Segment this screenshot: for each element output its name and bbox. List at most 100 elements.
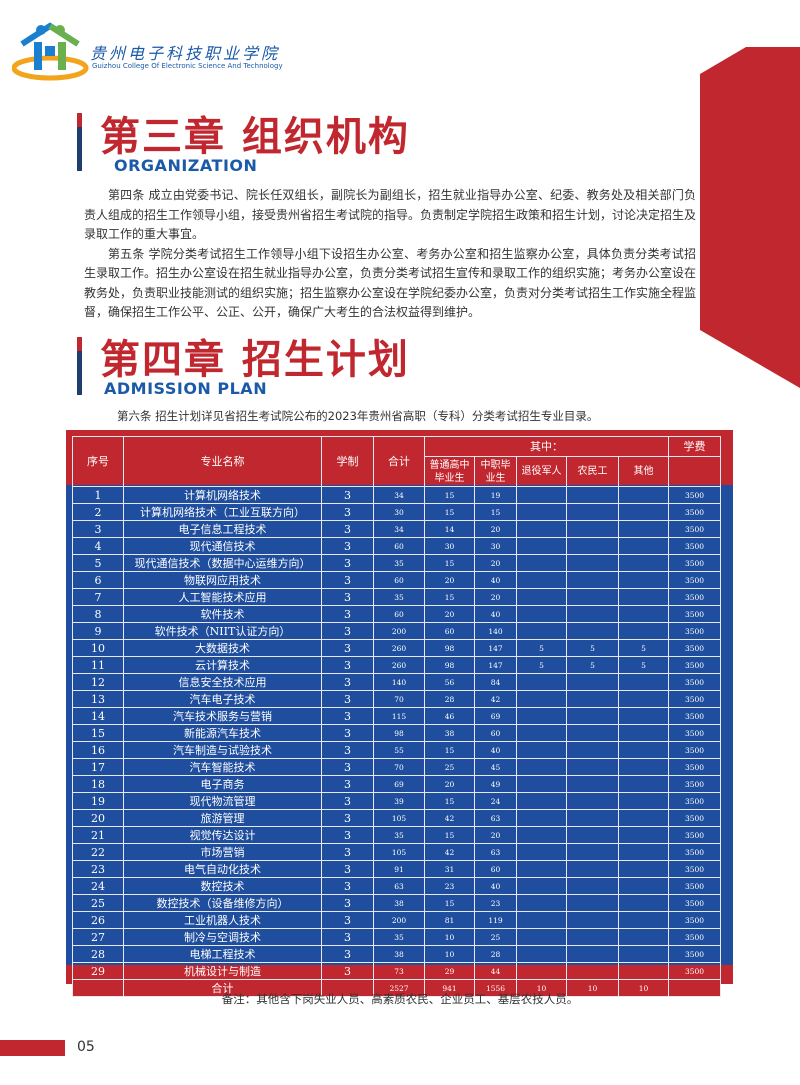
cell-years: 3 — [321, 860, 374, 878]
cell-major: 数控技术（设备维修方向） — [123, 894, 322, 912]
cell-tuition: 3500 — [668, 486, 722, 504]
cell-highschool: 23 — [424, 877, 475, 895]
table-row: 20 旅游管理 3 105 42 63 3500 — [72, 809, 722, 827]
cell-total: 200 — [373, 911, 425, 929]
cell-years: 3 — [321, 622, 374, 640]
cell-major: 汽车电子技术 — [123, 690, 322, 708]
cell-migrant — [566, 826, 619, 844]
cell-veteran — [516, 741, 567, 759]
cell-no: 15 — [72, 724, 124, 742]
table-row: 15 新能源汽车技术 3 98 38 60 3500 — [72, 724, 722, 742]
header-highschool: 普通高中毕业生 — [424, 456, 475, 487]
table-row: 1 计算机网络技术 3 34 15 19 3500 — [72, 486, 722, 504]
cell-years: 3 — [321, 639, 374, 657]
cell-no: 21 — [72, 826, 124, 844]
cell-tuition: 3500 — [668, 792, 722, 810]
cell-no: 10 — [72, 639, 124, 657]
table-row: 4 现代通信技术 3 60 30 30 3500 — [72, 537, 722, 555]
cell-migrant — [566, 673, 619, 691]
cell-migrant — [566, 945, 619, 963]
cell-total: 2527 — [373, 979, 425, 997]
header-years: 学制 — [321, 436, 374, 487]
cell-veteran — [516, 809, 567, 827]
header-among: 其中： — [423, 436, 670, 457]
cell-total: 260 — [373, 656, 425, 674]
table-row: 5 现代通信技术（数据中心运维方向） 3 35 15 20 3500 — [72, 554, 722, 572]
cell-major: 现代物流管理 — [123, 792, 322, 810]
cell-other: 10 — [617, 979, 670, 997]
cell-no: 5 — [72, 554, 124, 572]
cell-no: 17 — [72, 758, 124, 776]
cell-tuition: 3500 — [668, 860, 722, 878]
cell-tuition: 3500 — [668, 588, 722, 606]
cell-years: 3 — [321, 673, 374, 691]
cell-tuition: 3500 — [668, 605, 722, 623]
cell-total: 35 — [373, 554, 425, 572]
cell-total: 260 — [373, 639, 425, 657]
cell-years: 3 — [321, 537, 374, 555]
cell-years: 3 — [321, 877, 374, 895]
cell-no: 22 — [72, 843, 124, 861]
cell-major: 人工智能技术应用 — [123, 588, 322, 606]
cell-veteran: 10 — [516, 979, 567, 997]
cell-other — [617, 894, 670, 912]
cell-highschool: 15 — [424, 741, 475, 759]
cell-migrant: 5 — [566, 656, 619, 674]
cell-vocational: 45 — [474, 758, 517, 776]
cell-vocational: 140 — [474, 622, 517, 640]
logo-chinese-name: 贵州电子科技职业学院 — [90, 44, 281, 63]
cell-major: 现代通信技术（数据中心运维方向） — [123, 554, 322, 572]
cell-migrant — [566, 537, 619, 555]
cell-major: 制冷与空调技术 — [123, 928, 322, 946]
cell-veteran — [516, 537, 567, 555]
cell-other — [617, 605, 670, 623]
cell-other — [617, 928, 670, 946]
cell-tuition: 3500 — [668, 843, 722, 861]
header-total: 合计 — [373, 436, 425, 487]
cell-vocational: 60 — [474, 724, 517, 742]
cell-veteran — [516, 945, 567, 963]
cell-highschool: 15 — [424, 486, 475, 504]
cell-other — [617, 503, 670, 521]
table-row: 2 计算机网络技术（工业互联方向） 3 30 15 15 3500 — [72, 503, 722, 521]
cell-years: 3 — [321, 520, 374, 538]
cell-total: 38 — [373, 945, 425, 963]
cell-other — [617, 860, 670, 878]
article-5: 第五条 学院分类考试招生工作领导小组下设招生办公室、考务办公室和招生监察办公室，… — [84, 246, 697, 320]
cell-other — [617, 690, 670, 708]
cell-vocational: 69 — [474, 707, 517, 725]
page-number-bar — [0, 1040, 65, 1056]
table-row: 29 机械设计与制造 3 73 29 44 3500 — [72, 962, 722, 980]
cell-vocational: 40 — [474, 605, 517, 623]
cell-years: 3 — [321, 503, 374, 521]
cell-highschool: 14 — [424, 520, 475, 538]
red-corner-shape — [700, 47, 800, 388]
cell-tuition: 3500 — [668, 928, 722, 946]
cell-vocational: 20 — [474, 520, 517, 538]
chapter4-title: 第四章 招生计划 — [100, 337, 410, 383]
cell-vocational: 30 — [474, 537, 517, 555]
cell-veteran — [516, 792, 567, 810]
cell-highschool: 60 — [424, 622, 475, 640]
cell-tuition: 3500 — [668, 724, 722, 742]
cell-migrant — [566, 724, 619, 742]
cell-major: 计算机网络技术 — [123, 486, 322, 504]
cell-tuition: 3500 — [668, 639, 722, 657]
cell-no: 6 — [72, 571, 124, 589]
cell-migrant — [566, 843, 619, 861]
cell-major: 机械设计与制造 — [123, 962, 322, 980]
cell-total: 34 — [373, 520, 425, 538]
cell-major: 市场营销 — [123, 843, 322, 861]
cell-total: 140 — [373, 673, 425, 691]
cell-total: 34 — [373, 486, 425, 504]
cell-vocational: 40 — [474, 877, 517, 895]
cell-tuition: 3500 — [668, 962, 722, 980]
cell-vocational: 147 — [474, 639, 517, 657]
header-tuition: 学费 — [668, 436, 722, 457]
cell-veteran — [516, 894, 567, 912]
cell-years: 3 — [321, 554, 374, 572]
cell-other — [617, 724, 670, 742]
cell-other — [617, 962, 670, 980]
cell-other — [617, 707, 670, 725]
cell-years: 3 — [321, 792, 374, 810]
